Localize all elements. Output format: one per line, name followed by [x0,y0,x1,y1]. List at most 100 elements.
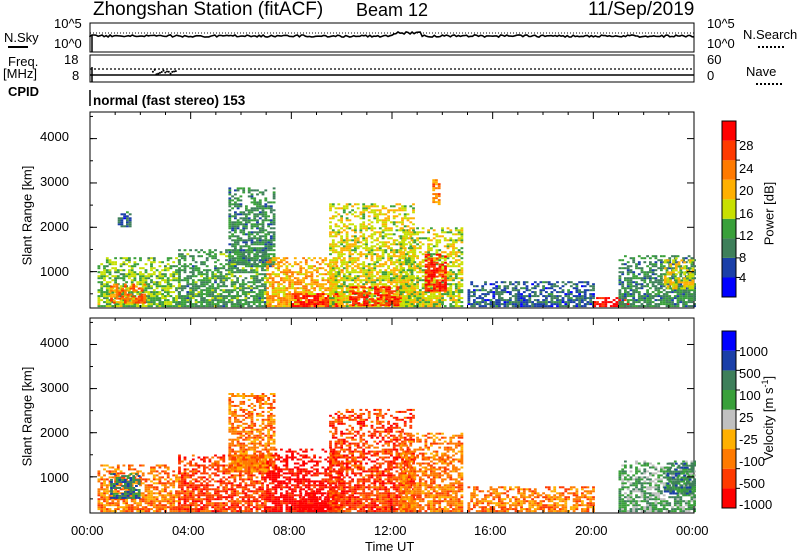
data-cell [267,259,270,262]
data-cell [225,269,228,272]
data-cell [304,263,308,266]
data-cell [572,305,576,308]
data-cell [409,259,413,262]
data-cell [255,285,259,288]
data-cell [354,203,357,206]
data-cell [427,299,430,302]
data-cell [393,300,397,303]
data-cell [256,203,259,206]
data-cell [384,269,388,272]
data-cell [191,269,195,272]
data-cell [693,269,696,272]
data-cell [484,305,487,308]
data-cell [452,245,455,248]
data-cell [467,297,471,300]
data-cell [282,297,286,300]
data-cell [161,293,164,296]
data-cell [203,273,206,276]
data-cell [147,277,151,280]
data-cell [556,295,559,298]
data-cell [651,281,655,284]
data-cell [387,247,390,250]
data-cell [111,263,115,266]
data-cell [416,301,419,304]
data-cell [147,301,151,304]
data-cell [266,281,269,284]
data-cell [362,205,366,208]
data-cell [152,297,156,300]
data-cell [693,293,696,296]
data-cell [247,231,251,234]
data-cell [484,295,487,298]
data-cell [247,303,251,306]
data-cell [194,301,198,304]
data-cell [348,251,352,254]
data-cell [635,263,638,266]
data-cell [409,227,413,230]
data-cell [329,285,332,288]
data-cell [280,299,283,302]
data-cell [406,219,410,222]
data-cell [660,265,663,268]
data-cell [189,293,192,296]
data-cell [384,271,388,274]
data-cell [211,293,215,296]
data-cell [169,267,173,270]
data-cell [351,257,354,260]
data-cell [272,263,276,266]
data-cell [545,297,548,300]
data-cell [673,297,677,300]
data-cell [640,299,644,302]
data-cell [175,303,178,306]
data-cell [271,259,275,262]
data-cell [533,291,537,294]
data-cell [261,253,265,256]
data-cell [354,261,357,264]
data-cell [403,249,407,252]
data-cell [128,287,131,290]
data-cell [395,249,399,252]
data-cell [329,281,333,284]
data-cell [657,283,661,286]
data-cell [392,281,396,284]
data-cell [564,293,568,296]
data-cell [272,243,276,246]
data-cell [172,301,176,304]
data-cell [517,299,521,302]
data-cell [133,305,137,308]
data-cell [402,253,406,256]
data-cell [197,271,201,274]
data-cell [119,273,123,276]
data-cell [126,289,130,292]
data-cell [454,299,458,302]
data-cell [274,275,278,278]
data-cell [245,251,248,254]
data-cell [395,295,399,298]
data-cell [378,275,382,278]
data-cell [412,211,415,214]
data-cell [356,285,360,288]
data-cell [342,247,346,250]
data-cell [351,253,354,256]
data-cell [307,283,311,286]
data-cell [121,297,124,300]
data-cell [253,255,257,258]
data-cell [261,283,264,286]
data-cell [200,283,203,286]
data-cell [239,199,243,202]
data-cell [324,279,328,282]
data-cell [335,303,339,306]
data-cell [103,273,106,276]
data-cell [136,305,140,308]
data-cell [374,302,377,305]
data-cell [402,295,406,298]
data-cell [449,303,453,306]
data-cell [547,305,551,308]
data-cell [348,253,352,256]
data-cell [392,215,396,218]
data-cell [266,299,269,302]
data-cell [467,291,471,294]
data-cell [643,277,647,280]
data-cell [374,304,377,307]
data-cell [441,265,444,268]
